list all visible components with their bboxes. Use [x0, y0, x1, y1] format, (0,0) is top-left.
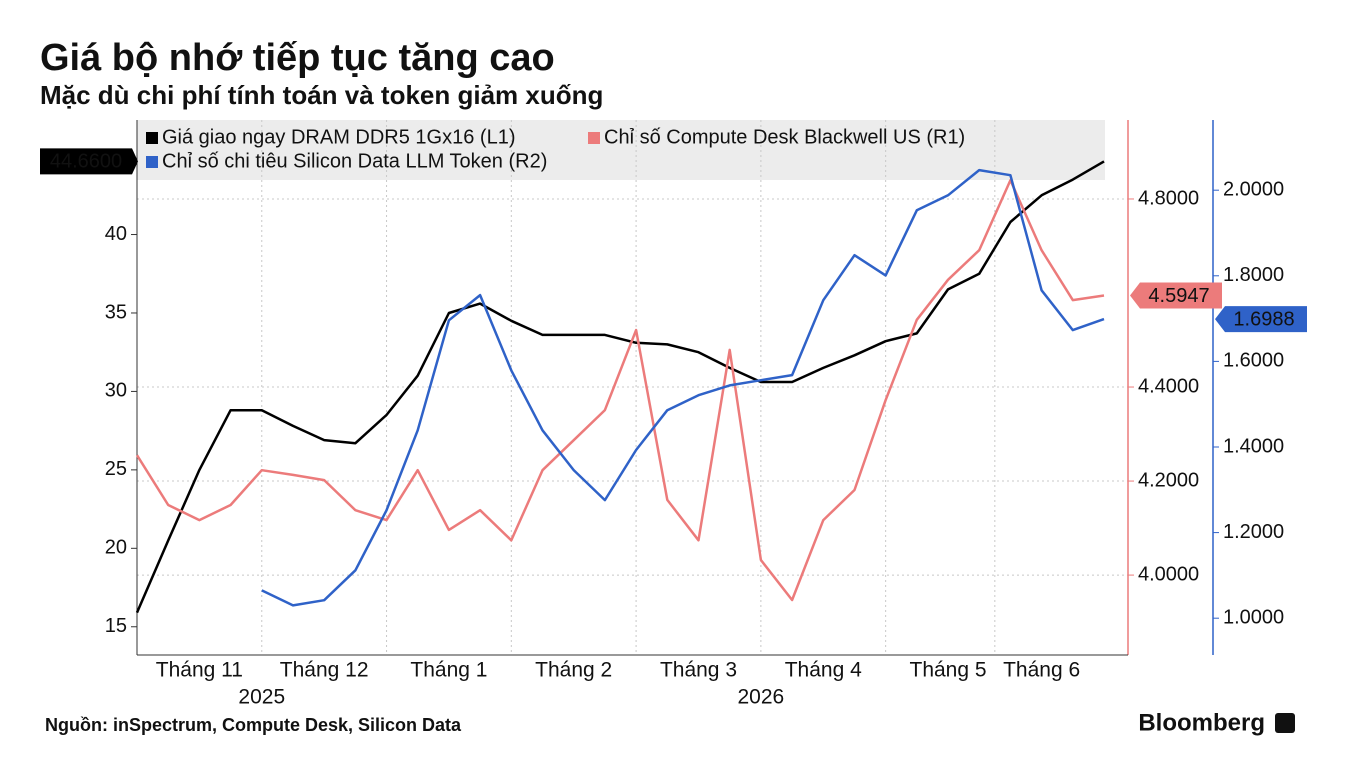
chart-subtitle: Mặc dù chi phí tính toán và token giảm x…: [40, 80, 603, 110]
x-tick-label: Tháng 2: [535, 659, 612, 682]
brand: Bloomberg: [1138, 709, 1265, 736]
y-tick-label: 35: [105, 301, 127, 323]
y-tick-label: 20: [105, 537, 127, 559]
x-tick-label: Tháng 4: [785, 659, 862, 682]
y2-tick-label: 4.0000: [1138, 563, 1199, 585]
x-tick-label: Tháng 6: [1003, 659, 1080, 682]
series-line: [135, 178, 1105, 602]
y3-tick-label: 1.0000: [1223, 606, 1284, 628]
y3-tick-label: 1.2000: [1223, 521, 1284, 543]
chart-title: Giá bộ nhớ tiếp tục tăng cao: [40, 37, 555, 79]
source: Nguồn: inSpectrum, Compute Desk, Silicon…: [45, 715, 462, 735]
legend-label: Chỉ số Compute Desk Blackwell US (R1): [604, 126, 965, 148]
x-tick-label: Tháng 1: [410, 659, 487, 682]
y-tick-label: 15: [105, 615, 127, 637]
last-value-tag: [40, 148, 138, 175]
y-tick-label: 40: [105, 223, 127, 245]
series-line: [261, 168, 1105, 607]
last-value-label: 4.5947: [1148, 285, 1209, 307]
y-tick-label: 30: [105, 380, 127, 402]
y3-tick-label: 1.4000: [1223, 435, 1284, 457]
x-tick-label: Tháng 3: [660, 659, 737, 682]
brand-icon: [1275, 713, 1295, 733]
y2-tick-label: 4.4000: [1138, 375, 1199, 397]
legend-swatch: [146, 156, 158, 168]
x-tick-label: Tháng 5: [910, 659, 987, 682]
legend-label: Giá giao ngay DRAM DDR5 1Gx16 (L1): [162, 126, 515, 148]
legend-label: Chỉ số chi tiêu Silicon Data LLM Token (…: [162, 150, 547, 172]
last-value-tag: [1215, 306, 1307, 333]
y3-tick-label: 1.6000: [1223, 350, 1284, 372]
x-tick-label: Tháng 11: [156, 659, 243, 682]
x-year-label: 2026: [738, 686, 785, 709]
x-tick-label: Tháng 12: [280, 659, 369, 682]
last-value-label: 44.6600: [50, 151, 122, 173]
y3-tick-label: 1.8000: [1223, 264, 1284, 286]
y3-tick-label: 2.0000: [1223, 178, 1284, 200]
legend-swatch: [146, 132, 158, 144]
last-value-label: 1.6988: [1233, 308, 1294, 330]
y2-tick-label: 4.2000: [1138, 469, 1199, 491]
y-tick-label: 25: [105, 458, 127, 480]
legend-box: [137, 120, 1105, 180]
legend-swatch: [588, 132, 600, 144]
x-year-label: 2025: [238, 686, 285, 709]
series-line: [135, 160, 1105, 614]
y2-tick-label: 4.8000: [1138, 187, 1199, 209]
last-value-tag: [1130, 282, 1222, 309]
